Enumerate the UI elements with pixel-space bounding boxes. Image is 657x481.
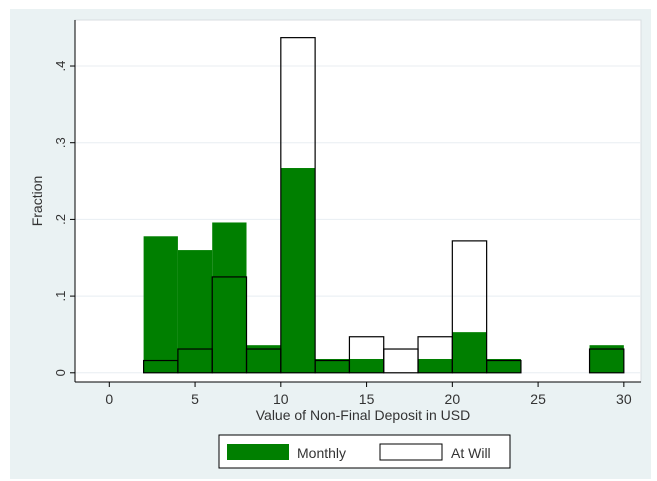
axes (74, 20, 641, 383)
legend-label-at-will: At Will (451, 445, 491, 461)
legend-swatch-at-will (379, 443, 443, 461)
legend: Monthly At Will (218, 434, 511, 469)
bar-monthly-10 (589, 345, 624, 373)
series-at-will (143, 37, 625, 374)
x-tick-label-3: 15 (359, 391, 375, 407)
series-monthly (143, 168, 624, 373)
bar-monthly-2 (212, 222, 247, 373)
bar-monthly-9 (486, 358, 521, 373)
x-tick-label-4: 20 (445, 391, 461, 407)
x-tick-label-6: 30 (616, 391, 632, 407)
legend-label-monthly: Monthly (297, 445, 346, 461)
y-tick-labels: 0 .1 .2 .3 .4 (53, 61, 75, 376)
y-tick-label-0: 0 (53, 369, 68, 376)
bar-monthly-3 (246, 345, 281, 373)
legend-swatch-monthly (227, 444, 289, 460)
x-tick-label-5: 25 (530, 391, 546, 407)
bar-monthly-5 (315, 358, 350, 373)
x-tick-label-0: 0 (105, 391, 113, 407)
bar-monthly-1 (177, 250, 213, 373)
bar-monthly-4 (280, 168, 316, 373)
y-tick-label-4: .4 (53, 61, 68, 72)
x-tick-label-1: 5 (191, 391, 199, 407)
bar-at-will-9 (451, 240, 488, 374)
bar-at-will-10 (486, 359, 522, 374)
bar-monthly-7 (418, 358, 453, 373)
bar-monthly-8 (452, 332, 487, 373)
x-tick-labels: 0 5 10 15 20 25 30 (105, 382, 632, 407)
bar-monthly-6 (349, 358, 384, 373)
x-axis-label: Value of Non-Final Deposit in USD (256, 407, 471, 423)
y-tick-label-1: .1 (53, 291, 68, 302)
bar-at-will-11 (588, 348, 625, 374)
bar-at-will-2 (211, 276, 248, 374)
x-tick-label-2: 10 (273, 391, 289, 407)
bar-monthly-0 (143, 236, 178, 373)
y-axis-label: Fraction (29, 176, 45, 227)
y-tick-label-3: .3 (53, 137, 68, 148)
y-tick-label-2: .2 (53, 214, 68, 225)
bar-at-will-4 (280, 37, 316, 374)
